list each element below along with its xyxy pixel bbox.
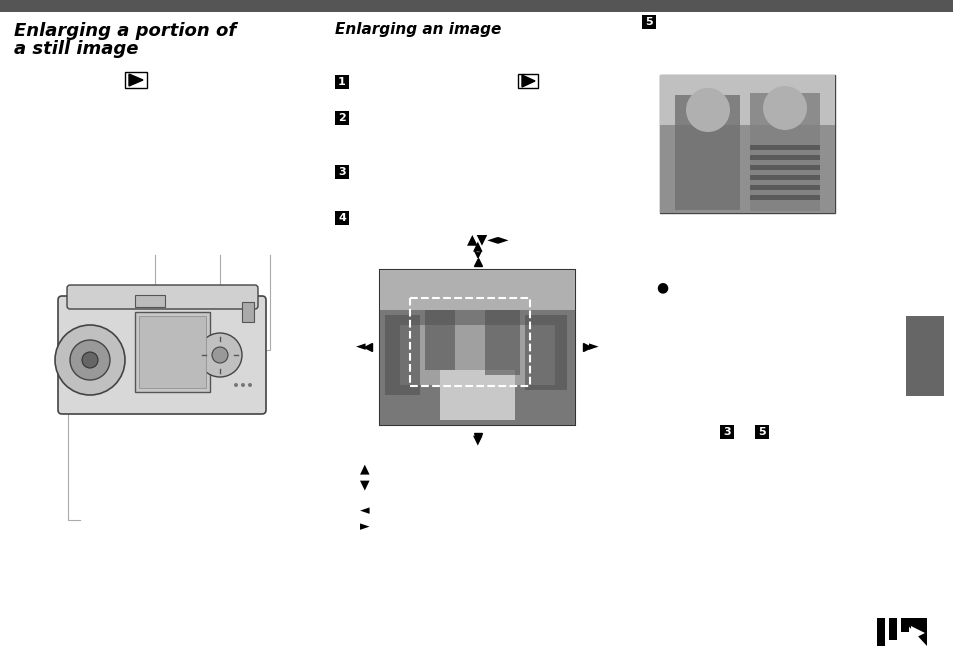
Circle shape [685,88,729,132]
Bar [749,175,820,180]
FancyBboxPatch shape [58,296,266,414]
Bar [379,270,575,425]
Bar [905,316,943,396]
Text: 1: 1 [337,77,346,87]
Text: Enlarging a portion of: Enlarging a portion of [14,22,236,40]
Circle shape [241,383,245,387]
Circle shape [82,352,98,368]
Bar [659,75,834,213]
Bar [659,75,834,213]
Bar [242,302,253,322]
Bar [484,310,519,375]
Bar [385,315,419,395]
Text: ►: ► [359,520,369,533]
Bar [439,370,515,420]
Text: 3: 3 [722,427,730,437]
Bar [517,74,537,88]
Bar [749,195,820,200]
Bar [900,618,908,632]
Text: ▲: ▲ [359,462,369,475]
Text: ►: ► [588,341,598,353]
Bar [641,15,656,29]
Polygon shape [900,618,926,646]
Bar [659,75,834,125]
Bar [754,425,768,439]
Text: ◄: ◄ [359,504,369,517]
Text: 4: 4 [337,213,346,223]
Circle shape [233,383,237,387]
Bar [335,211,349,225]
Text: 2: 2 [337,113,346,123]
Bar [749,155,820,160]
FancyBboxPatch shape [67,285,257,309]
Bar [888,618,896,640]
Bar [0,0,953,12]
Bar [675,95,740,210]
Circle shape [198,333,242,377]
Bar [135,312,210,392]
Circle shape [248,383,252,387]
Text: ▲: ▲ [473,239,482,252]
Bar [876,618,884,646]
Circle shape [70,340,110,380]
Bar [335,111,349,125]
Text: 5: 5 [758,427,765,437]
Bar [524,315,566,390]
Bar [410,298,530,386]
Circle shape [212,347,228,363]
Text: a still image: a still image [14,40,138,58]
Text: ◄: ◄ [356,341,366,353]
Polygon shape [129,74,143,86]
Text: 3: 3 [337,167,345,177]
Bar [379,310,575,425]
Circle shape [55,325,125,395]
Bar [720,425,733,439]
Circle shape [762,86,806,130]
Bar [749,145,820,150]
Bar [749,165,820,170]
Bar [335,75,349,89]
Text: ●: ● [656,280,667,294]
Text: ▼: ▼ [359,478,369,491]
Text: ▼: ▼ [473,433,482,446]
Polygon shape [521,75,535,87]
Bar [424,310,455,370]
Bar [399,325,555,385]
Bar [135,295,165,307]
Bar [749,185,820,190]
Polygon shape [910,626,924,640]
Bar [379,270,575,310]
Bar [125,72,147,88]
Text: 5: 5 [644,17,652,27]
Text: ▲▼◄►: ▲▼◄► [466,232,509,246]
Bar [139,316,206,388]
Bar [749,93,820,211]
Text: Enlarging an image: Enlarging an image [335,22,501,37]
Bar [335,165,349,179]
